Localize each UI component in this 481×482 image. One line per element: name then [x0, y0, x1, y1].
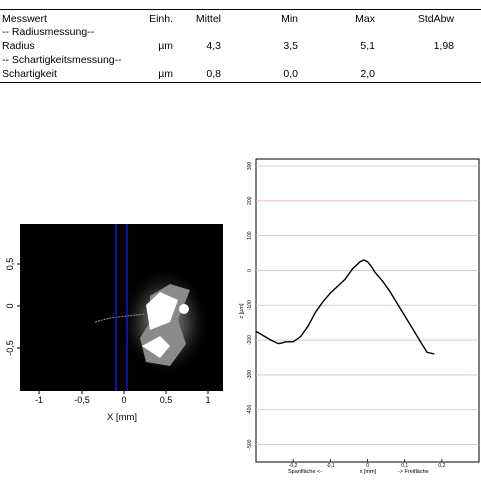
xtick-label: -0,2 — [289, 463, 298, 469]
xtick-label: 0,2 — [438, 463, 445, 469]
row-unit: µm — [158, 40, 173, 52]
xtick-label: -0,1 — [326, 463, 335, 469]
ytick: -0,5 — [5, 340, 15, 356]
header-min: Min — [281, 13, 298, 25]
table-row: Schartigkeit µm 0,8 0,0 2,0 — [0, 67, 481, 82]
ytick: 0,5 — [5, 258, 15, 271]
profile-series-line — [255, 259, 435, 355]
profile-xlabel-right: -> Freifläche — [398, 469, 429, 475]
image-y-ticks: 0,5 0 -0,5 — [5, 258, 15, 356]
xtick: 0,5 — [160, 395, 173, 405]
row-min: 3,5 — [283, 40, 298, 52]
camera-image — [20, 224, 223, 391]
measurement-table: Messwert Einh. Mittel Min Max StdAbw -- … — [0, 9, 481, 83]
y-ticks: 300 200 100 0 -100 -200 -300 -400 -500 — [247, 162, 253, 450]
xtick: 1 — [205, 395, 210, 405]
ytick-label: -200 — [247, 335, 253, 345]
x-ticks: -0,2 -0,1 0 0,1 0,2 — [289, 459, 446, 469]
ytick-label: 200 — [247, 196, 253, 205]
header-max: Max — [355, 13, 375, 25]
ytick-label: -300 — [247, 370, 253, 380]
profile-xlabel-left: Spanfläche <- — [288, 469, 322, 475]
gridlines — [256, 165, 479, 445]
table-header: Messwert Einh. Mittel Min Max StdAbw — [0, 10, 481, 35]
row-name: -- Radiusmessung-- — [2, 26, 95, 38]
xtick: -0,5 — [74, 395, 90, 405]
xtick: 0 — [121, 395, 126, 405]
xtick: -1 — [35, 395, 43, 405]
row-std: 1,98 — [433, 40, 454, 52]
ytick-label: -500 — [247, 439, 253, 449]
ytick-label: 100 — [247, 231, 253, 240]
ytick-label: 0 — [247, 269, 253, 272]
row-mean: 4,3 — [206, 40, 221, 52]
table-row: -- Schartigkeitsmessung-- — [0, 53, 481, 67]
plot-area — [255, 158, 480, 463]
image-xlabel: X [mm] — [107, 412, 137, 423]
ytick-label: -100 — [247, 300, 253, 310]
profile-xlabel: x [mm] — [360, 469, 377, 475]
header-mittel: Mittel — [195, 13, 221, 25]
header-einheit: Einh. — [149, 13, 173, 25]
row-max: 5,1 — [360, 40, 375, 52]
image-x-tickmarks — [38, 391, 209, 394]
xtick-label: 0,1 — [401, 463, 408, 469]
row-min: 0,0 — [283, 68, 298, 80]
row-name: -- Schartigkeitsmessung-- — [2, 54, 122, 66]
xtick-label: 0 — [366, 463, 369, 469]
row-unit: µm — [158, 68, 173, 80]
row-name: Radius — [2, 40, 35, 52]
header-messwert: Messwert — [2, 13, 47, 25]
table-row: Radius µm 4,3 3,5 5,1 1,98 — [0, 39, 481, 53]
header-stdabw: StdAbw — [417, 13, 454, 25]
ytick-label: -400 — [247, 405, 253, 415]
ytick-label: 300 — [247, 162, 253, 171]
row-mean: 0,8 — [206, 68, 221, 80]
row-name: Schartigkeit — [2, 68, 57, 80]
image-x-ticks: -1 -0,5 0 0,5 1 — [35, 395, 211, 405]
row-max: 2,0 — [360, 68, 375, 80]
table-row: -- Radiusmessung-- — [0, 25, 481, 39]
profile-ylabel: z [µm] — [239, 303, 245, 319]
ytick: 0 — [5, 303, 15, 308]
